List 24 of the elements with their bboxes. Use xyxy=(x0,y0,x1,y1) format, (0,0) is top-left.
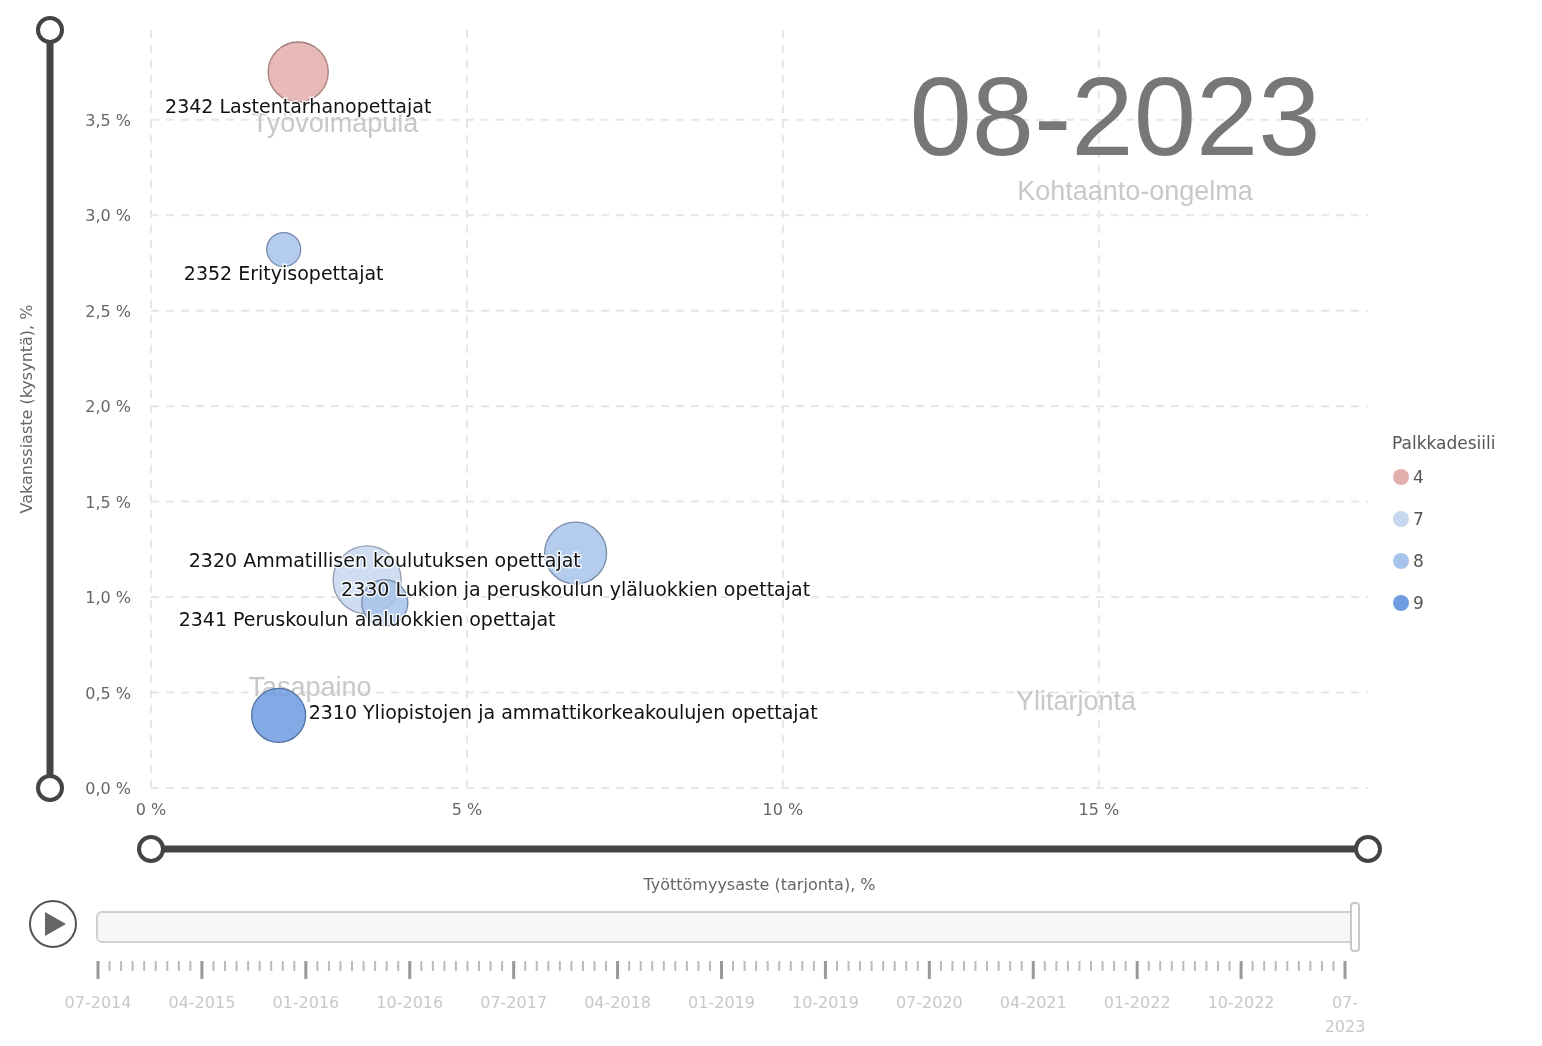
annotation: 2310 Yliopistojen ja ammattikorkeakoulujen opettajat xyxy=(308,701,818,724)
y-tick-label: 1,0 % xyxy=(85,588,131,608)
legend-label: 4 xyxy=(1413,467,1424,487)
y-tick-label: 0,0 % xyxy=(85,779,131,798)
y-axis-title: Vakanssiaste (kysyntä), % xyxy=(17,304,36,514)
y-tick-label: 1,5 % xyxy=(85,492,131,512)
x-axis-title: Työttömyysaste (tarjonta), % xyxy=(642,875,876,894)
y-tick-label: 0,5 % xyxy=(85,683,131,703)
legend-label: 7 xyxy=(1413,509,1424,529)
y-tick-label: 2,5 % xyxy=(85,301,131,321)
legend-title: Palkkadesiili xyxy=(1392,433,1496,453)
legend-label: 9 xyxy=(1413,593,1424,613)
x-tick-label: 5 % xyxy=(451,800,483,819)
annotation: 08-2023 xyxy=(909,54,1321,179)
x-tick-label: 15 % xyxy=(1078,800,1120,819)
legend-label: 8 xyxy=(1413,551,1424,571)
x-tick-label: 0 % xyxy=(135,800,167,819)
y-tick-label: 3,0 % xyxy=(85,206,131,226)
annotation: 2352 Erityisopettajat xyxy=(183,261,384,284)
annotation: 2320 Ammatillisen koulutuksen opettajat xyxy=(188,548,581,571)
annotation: 2330 Lukion ja peruskoulun yläluokkien opettajat xyxy=(341,578,811,601)
y-tick-label: 2,0 % xyxy=(85,397,131,417)
x-tick-label: 10 % xyxy=(762,800,804,819)
y-tick-label: 3,5 % xyxy=(85,110,131,130)
